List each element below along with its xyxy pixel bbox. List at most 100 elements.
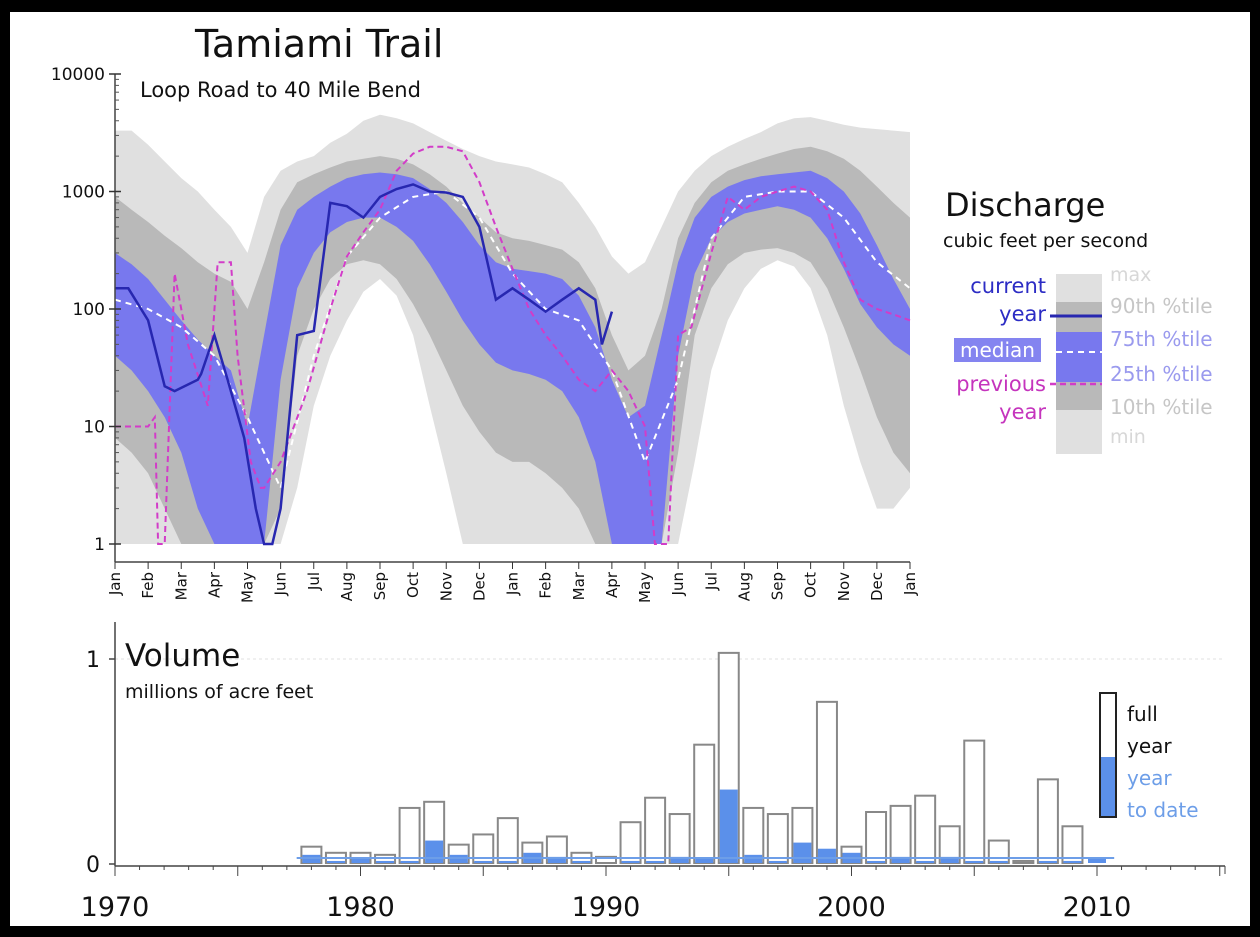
bar-year-to-date bbox=[425, 840, 444, 863]
bar-full-year bbox=[963, 739, 986, 864]
bar-full-year bbox=[398, 806, 421, 864]
volume-axes: 1970 1980 1990 2000 2010 0 1 bbox=[81, 622, 1226, 923]
bar-year-to-date bbox=[719, 789, 738, 863]
bar-year-to-date bbox=[1063, 860, 1082, 863]
legend-previous-label: previous year bbox=[956, 372, 1046, 424]
bar-year-to-date bbox=[1088, 858, 1106, 863]
discharge-legend bbox=[1050, 274, 1102, 454]
bar-year-to-date bbox=[376, 860, 395, 863]
bar-full-year bbox=[889, 804, 912, 865]
bar-year-to-date bbox=[940, 856, 959, 863]
legend-p25-label: 25th %tile bbox=[1110, 362, 1213, 386]
bar-year-to-date bbox=[498, 860, 517, 863]
x-tick-label: 1980 bbox=[326, 892, 395, 923]
x-tick-label: Apr bbox=[205, 571, 223, 598]
bar-year-to-date bbox=[793, 842, 812, 863]
bar-full-year bbox=[815, 700, 838, 865]
x-tick-label: 2000 bbox=[817, 892, 886, 923]
bar-full-year bbox=[742, 806, 765, 864]
x-tick-label: Jul bbox=[702, 572, 720, 591]
bar-full-year bbox=[1036, 778, 1059, 864]
bar-full-year bbox=[595, 855, 617, 865]
legend-ytd-label: year to date bbox=[1127, 766, 1199, 822]
series-line-current-year bbox=[115, 183, 614, 546]
y-tick-label: 0 bbox=[86, 853, 100, 878]
x-tick-label: Dec bbox=[868, 572, 886, 601]
bar-full-year bbox=[619, 821, 642, 865]
bar-year-to-date bbox=[474, 860, 493, 863]
legend-p90-label: 90th %tile bbox=[1110, 294, 1213, 318]
bar-year-to-date bbox=[891, 856, 910, 863]
bar-year-to-date bbox=[989, 860, 1008, 863]
x-tick-label: Oct bbox=[404, 572, 422, 598]
x-tick-label: Mar bbox=[570, 571, 588, 600]
x-tick-label: Jan bbox=[106, 572, 124, 596]
bar-year-to-date bbox=[817, 848, 836, 863]
x-tick-label: Jan bbox=[504, 572, 522, 596]
bar-full-year bbox=[1012, 859, 1035, 865]
discharge-bands bbox=[115, 114, 910, 545]
volume-unit: millions of acre feet bbox=[125, 681, 314, 703]
y-tick-label: 10 bbox=[83, 418, 105, 438]
x-tick-label: Aug bbox=[338, 572, 356, 601]
x-tick-label: Nov bbox=[437, 572, 455, 601]
bar-year-to-date bbox=[621, 860, 640, 863]
x-tick-label: Feb bbox=[139, 572, 157, 599]
legend-full-year-label: full year bbox=[1127, 702, 1172, 758]
discharge-lines bbox=[114, 145, 911, 546]
band-25-75 bbox=[115, 170, 910, 545]
chart-title: Tamiami Trail bbox=[195, 22, 444, 66]
x-tick-label: Sep bbox=[769, 572, 787, 600]
x-tick-label: 1970 bbox=[81, 892, 150, 923]
x-tick-label: Apr bbox=[603, 571, 621, 598]
legend-min-label: min bbox=[1110, 426, 1146, 448]
bar-full-year bbox=[766, 813, 789, 864]
legend-p10-label: 10th %tile bbox=[1110, 395, 1213, 419]
discharge-unit: cubic feet per second bbox=[943, 230, 1149, 252]
bar-year-to-date bbox=[965, 860, 984, 863]
y-tick-label: 1000 bbox=[62, 183, 105, 203]
legend-max-label: max bbox=[1110, 264, 1152, 286]
bar-full-year bbox=[644, 796, 667, 864]
bar-year-to-date bbox=[867, 860, 886, 863]
bar-full-year bbox=[668, 813, 691, 864]
x-tick-label: Aug bbox=[735, 572, 753, 601]
bar-full-year bbox=[496, 817, 519, 864]
bar-year-to-date bbox=[547, 856, 566, 863]
bar-year-to-date bbox=[670, 856, 689, 863]
bar-full-year bbox=[865, 811, 888, 864]
bar-year-to-date bbox=[695, 858, 714, 863]
series-line-previous-year bbox=[115, 145, 911, 545]
x-tick-label: 1990 bbox=[572, 892, 641, 923]
y-tick-label: 100 bbox=[73, 300, 105, 320]
volume-bars bbox=[296, 651, 1115, 865]
bar-year-to-date bbox=[351, 858, 370, 863]
x-tick-label: May bbox=[636, 572, 654, 603]
bar-year-to-date bbox=[646, 860, 665, 863]
bar-full-year bbox=[693, 743, 716, 864]
x-tick-label: Jun bbox=[669, 572, 687, 596]
bar-full-year bbox=[914, 794, 937, 864]
y-tick-label: 1 bbox=[86, 648, 100, 673]
legend-swatch-25-75 bbox=[1056, 332, 1102, 382]
x-tick-label: Nov bbox=[835, 572, 853, 601]
y-tick-label: 1 bbox=[94, 535, 105, 555]
bar-year-to-date bbox=[1038, 860, 1057, 863]
bar-year-to-date bbox=[400, 860, 419, 863]
y-tick-label: 10000 bbox=[51, 65, 105, 85]
x-tick-label: Sep bbox=[371, 572, 389, 600]
x-tick-label: Jun bbox=[272, 572, 290, 596]
chart-subtitle: Loop Road to 40 Mile Bend bbox=[140, 78, 421, 102]
x-tick-label: Jul bbox=[305, 572, 323, 591]
discharge-title: Discharge bbox=[945, 186, 1106, 224]
bar-year-to-date bbox=[326, 860, 345, 863]
x-tick-label: Mar bbox=[172, 571, 190, 600]
chart-frame: 1 10 100 1000 10000 Jan Feb Mar Apr May Jun Jul Aug S… bbox=[10, 12, 1250, 926]
bar-year-to-date bbox=[572, 860, 591, 863]
legend-p75-label: 75th %tile bbox=[1110, 327, 1213, 351]
x-tick-label: Feb bbox=[537, 572, 555, 599]
x-tick-label: Jan bbox=[901, 572, 919, 596]
legend-current-label: current year bbox=[970, 274, 1046, 326]
bar-year-to-date bbox=[916, 860, 935, 863]
